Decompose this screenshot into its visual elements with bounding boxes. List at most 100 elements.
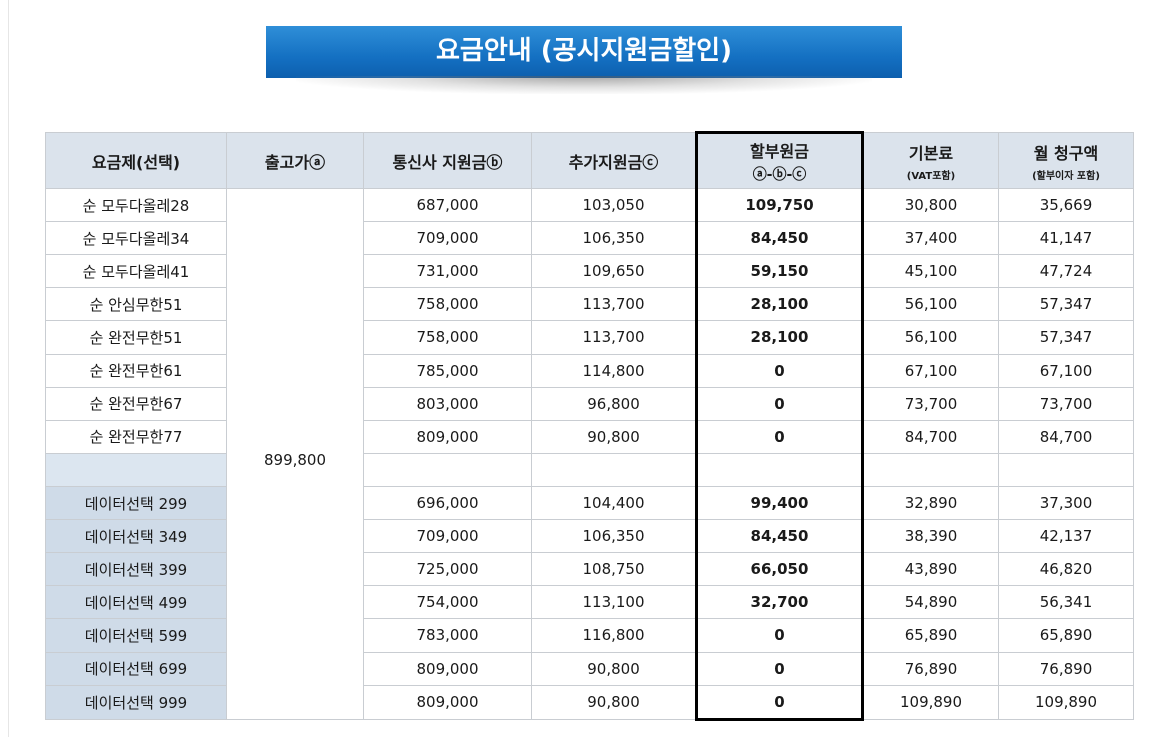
cell-installment: 0 [695,618,864,653]
cell-base-fee: 43,890 [862,552,999,587]
cell-monthly: 73,700 [998,386,1134,421]
cell-monthly: 37,300 [998,485,1134,521]
cell-extra-subsidy: 116,800 [531,618,697,653]
cell-monthly: 76,890 [998,651,1134,686]
table-row: 데이터선택 999 809,000 90,800 0 109,890 109,890 [45,684,1134,722]
header-base-fee: 기본료 (VAT포함) [862,132,999,189]
cell-carrier-subsidy: 758,000 [363,287,532,322]
header-installment-formula: ⓐ-ⓑ-ⓒ [752,167,807,183]
cell-installment: 0 [695,651,864,686]
header-installment-label: 할부원금 [750,142,809,161]
table-row: 순 모두다올레34 709,000 106,350 84,450 37,400 41,14… [45,221,1134,256]
cell-installment: 99,400 [695,485,864,521]
table-row: 순 완전무한67 803,000 96,800 0 73,700 73,700 [45,386,1134,421]
cell-installment: 84,450 [695,519,864,554]
cell-base-fee: 65,890 [862,618,999,653]
cell-installment: 0 [695,353,864,388]
header-monthly-label: 월 청구액 [1033,143,1099,163]
cell-extra-subsidy: 90,800 [531,651,697,686]
banner-shadow [296,76,872,94]
header-release-price: 출고가ⓐ [226,132,364,189]
cell-plan: 데이터선택 999 [45,684,227,721]
cell-base-fee: 84,700 [862,419,999,454]
cell-installment: 0 [695,684,864,722]
page-left-rule [8,0,9,737]
cell-carrier-subsidy: 731,000 [363,254,532,289]
cell-base-fee: 73,700 [862,386,999,421]
cell-plan: 데이터선택 699 [45,651,227,686]
cell-carrier-subsidy: 709,000 [363,221,532,256]
table-row: 순 완전무한51 758,000 113,700 28,100 56,100 57,347 [45,320,1134,355]
cell-monthly [998,452,1134,487]
cell-monthly: 35,669 [998,187,1134,223]
cell-base-fee: 32,890 [862,485,999,521]
cell-plan [45,452,227,487]
cell-carrier-subsidy: 758,000 [363,320,532,355]
cell-plan: 순 안심무한51 [45,287,227,322]
cell-installment: 66,050 [695,552,864,587]
cell-base-fee: 45,100 [862,254,999,289]
cell-base-fee: 67,100 [862,353,999,388]
table-row: 데이터선택 349 709,000 106,350 84,450 38,390 42,13… [45,519,1134,554]
cell-extra-subsidy: 113,700 [531,320,697,355]
cell-extra-subsidy: 90,800 [531,419,697,454]
cell-carrier-subsidy: 687,000 [363,187,532,223]
cell-carrier-subsidy: 809,000 [363,684,532,721]
header-monthly: 월 청구액 (할부이자 포함) [998,132,1134,189]
cell-carrier-subsidy: 803,000 [363,386,532,421]
cell-carrier-subsidy: 709,000 [363,519,532,554]
cell-extra-subsidy: 104,400 [531,485,697,521]
cell-extra-subsidy: 113,700 [531,287,697,322]
cell-plan: 데이터선택 499 [45,585,227,620]
cell-monthly: 41,147 [998,221,1134,256]
cell-installment: 59,150 [695,254,864,289]
header-monthly-note: (할부이자 포함) [1032,170,1100,182]
cell-carrier-subsidy [363,452,532,487]
table-row: 순 안심무한51 758,000 113,700 28,100 56,100 57,347 [45,287,1134,322]
cell-monthly: 65,890 [998,618,1134,653]
table-row [45,452,1134,487]
cell-carrier-subsidy: 783,000 [363,618,532,653]
table-row: 데이터선택 299 696,000 104,400 99,400 32,890 37,30… [45,485,1134,521]
cell-carrier-subsidy: 696,000 [363,485,532,521]
cell-base-fee: 37,400 [862,221,999,256]
table-row: 데이터선택 499 754,000 113,100 32,700 54,890 56,34… [45,585,1134,620]
cell-monthly: 56,341 [998,585,1134,620]
cell-plan: 순 완전무한51 [45,320,227,355]
cell-extra-subsidy: 109,650 [531,254,697,289]
cell-base-fee [862,452,999,487]
cell-monthly: 57,347 [998,320,1134,355]
cell-installment: 0 [695,419,864,454]
cell-carrier-subsidy: 725,000 [363,552,532,587]
cell-plan: 데이터선택 299 [45,485,227,521]
cell-carrier-subsidy: 785,000 [363,353,532,388]
header-base-fee-label: 기본료 [908,143,954,163]
cell-base-fee: 56,100 [862,287,999,322]
cell-plan: 데이터선택 599 [45,618,227,653]
cell-extra-subsidy: 90,800 [531,684,697,721]
cell-plan: 데이터선택 349 [45,519,227,554]
cell-monthly: 84,700 [998,419,1134,454]
cell-extra-subsidy [531,452,697,487]
cell-monthly: 67,100 [998,353,1134,388]
cell-base-fee: 30,800 [862,187,999,223]
header-installment: 할부원금 ⓐ-ⓑ-ⓒ [695,131,864,189]
rate-table: 요금제(선택) 출고가ⓐ 통신사 지원금ⓑ 추가지원금ⓒ 할부원금 ⓐ-ⓑ-ⓒ … [45,131,1134,722]
cell-extra-subsidy: 114,800 [531,353,697,388]
cell-release-price: 899,800 [226,188,364,720]
cell-plan: 순 완전무한77 [45,419,227,454]
cell-monthly: 42,137 [998,519,1134,554]
cell-plan: 순 완전무한61 [45,353,227,388]
table-row: 순 모두다올레28 899,800 687,000 103,050 109,750 30,… [45,187,1134,720]
cell-monthly: 47,724 [998,254,1134,289]
cell-installment: 32,700 [695,585,864,620]
cell-installment: 109,750 [695,187,864,223]
cell-base-fee: 38,390 [862,519,999,554]
cell-monthly: 46,820 [998,552,1134,587]
table-row: 데이터선택 599 783,000 116,800 0 65,890 65,890 [45,618,1134,653]
cell-plan: 순 모두다올레41 [45,254,227,289]
header-base-fee-note: (VAT포함) [906,170,956,182]
cell-carrier-subsidy: 754,000 [363,585,532,620]
cell-extra-subsidy: 103,050 [531,187,697,223]
cell-installment: 0 [695,386,864,421]
